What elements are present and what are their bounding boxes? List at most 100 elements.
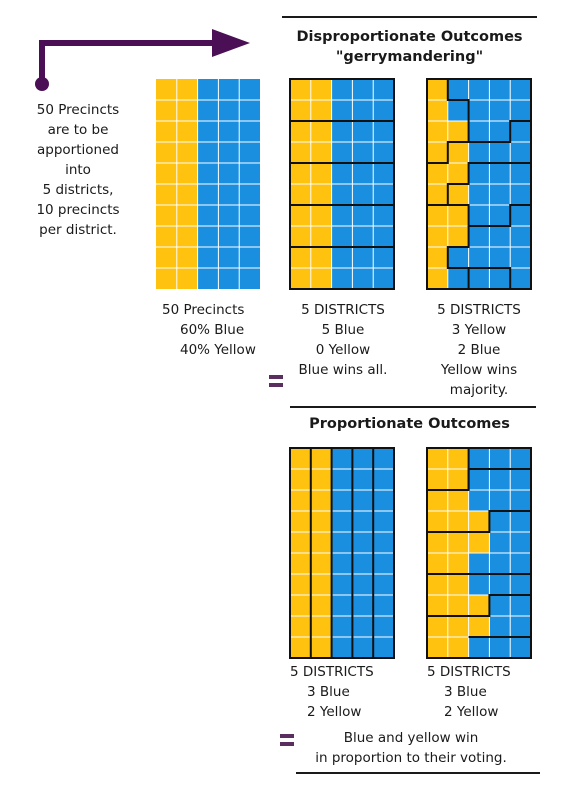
- yellow-precinct: [290, 532, 311, 553]
- blue-precinct: [331, 100, 353, 121]
- blue-precinct: [489, 574, 511, 595]
- equals-icon: [280, 734, 294, 750]
- yellow-precinct: [468, 616, 490, 637]
- yellow-precinct: [427, 574, 448, 595]
- blue-precinct: [468, 79, 490, 100]
- blue-precinct: [447, 268, 469, 289]
- yellow-precinct: [176, 121, 198, 142]
- yellow-precinct: [290, 616, 311, 637]
- conclusion-line: Blue and yellow win: [343, 730, 479, 746]
- blue-precinct: [352, 184, 374, 205]
- blue-precinct: [510, 184, 531, 205]
- disproportionate-title-line2: "gerrymandering": [335, 49, 484, 65]
- blue-precinct: [510, 226, 531, 247]
- blue-precinct: [489, 226, 511, 247]
- blue-precinct: [352, 163, 374, 184]
- yellow-precinct: [156, 100, 177, 121]
- yellow-precinct: [290, 511, 311, 532]
- blue-precinct: [218, 268, 240, 289]
- blue-precinct: [510, 490, 531, 511]
- blue-precinct: [239, 163, 260, 184]
- district-boundary: [447, 204, 531, 227]
- yellow-precinct: [290, 79, 311, 100]
- blue-precinct: [352, 490, 374, 511]
- blue-precinct: [239, 247, 260, 268]
- yellow-precinct: [176, 247, 198, 268]
- yellow-precinct: [468, 595, 490, 616]
- yellow-precinct: [290, 637, 311, 658]
- yellow-precinct: [290, 595, 311, 616]
- blue-precinct: [197, 163, 219, 184]
- blue-precinct: [352, 205, 374, 226]
- blue-precinct: [373, 574, 394, 595]
- yellow-precinct: [290, 490, 311, 511]
- yellow-precinct: [290, 100, 311, 121]
- yellow-precinct: [310, 616, 332, 637]
- blue-precinct: [352, 79, 374, 100]
- blue-precinct: [373, 553, 394, 574]
- blue-precinct: [218, 226, 240, 247]
- yellow-precinct: [310, 268, 332, 289]
- blue-precinct: [218, 163, 240, 184]
- yellow-precinct: [427, 142, 448, 163]
- prop-columns-caption: 5 DISTRICTS 3 Blue 2 Yellow: [290, 662, 400, 722]
- blue-precinct: [352, 595, 374, 616]
- blue-precinct: [510, 268, 531, 289]
- yellow-precinct: [176, 268, 198, 289]
- yellow-precinct: [156, 121, 177, 142]
- blue-precinct: [331, 247, 353, 268]
- yellow-precinct: [427, 637, 448, 658]
- caption-line: 5 DISTRICTS: [290, 664, 374, 680]
- caption-line: 5 DISTRICTS: [427, 664, 511, 680]
- blue-precinct: [352, 574, 374, 595]
- blue-precinct: [218, 100, 240, 121]
- blue-precinct: [489, 469, 511, 490]
- blue-precinct: [352, 532, 374, 553]
- blue-precinct: [447, 79, 469, 100]
- blue-precinct: [468, 469, 490, 490]
- blue-precinct: [197, 205, 219, 226]
- blue-precinct: [468, 100, 490, 121]
- blue-precinct: [510, 511, 531, 532]
- blue-precinct: [489, 595, 511, 616]
- blue-precinct: [373, 247, 394, 268]
- yellow-precinct: [427, 268, 448, 289]
- yellow-precinct: [447, 163, 469, 184]
- intro-line: 50 Precincts: [36, 102, 120, 118]
- yellow-precinct: [156, 184, 177, 205]
- blue-precinct: [468, 205, 490, 226]
- yellow-precinct: [427, 616, 448, 637]
- blue-precinct: [447, 247, 469, 268]
- intro-line: apportioned: [37, 142, 119, 158]
- caption-line: 5 DISTRICTS: [301, 302, 385, 318]
- caption-line: 2 Blue: [457, 342, 501, 358]
- blue-precinct: [489, 100, 511, 121]
- caption-line: 50 Precincts: [162, 302, 245, 318]
- blue-precinct: [197, 226, 219, 247]
- district-outline: [289, 78, 395, 290]
- yellow-precinct: [427, 163, 448, 184]
- blue-precinct: [468, 121, 490, 142]
- blue-precinct: [197, 247, 219, 268]
- caption-line: Yellow wins: [440, 362, 518, 378]
- intro-line: 10 precincts: [36, 202, 120, 218]
- yellow-precinct: [310, 532, 332, 553]
- caption-line: 5 DISTRICTS: [437, 302, 521, 318]
- yellow-precinct: [310, 100, 332, 121]
- conclusion-text: Blue and yellow win in proportion to the…: [296, 728, 526, 768]
- yellow-precinct: [290, 121, 311, 142]
- yellow-precinct: [427, 553, 448, 574]
- blue-precinct: [239, 79, 260, 100]
- yellow-precinct: [310, 247, 332, 268]
- blue-precinct: [489, 490, 511, 511]
- yellow-precinct: [447, 226, 469, 247]
- blue-precinct: [373, 595, 394, 616]
- blue-precinct: [489, 616, 511, 637]
- district-boundary: [446, 226, 470, 289]
- blue-precinct: [373, 163, 394, 184]
- yellow-precinct: [310, 553, 332, 574]
- district-outline: [289, 447, 395, 659]
- blue-precinct: [373, 490, 394, 511]
- blue-precinct: [373, 469, 394, 490]
- yellow-precinct: [176, 205, 198, 226]
